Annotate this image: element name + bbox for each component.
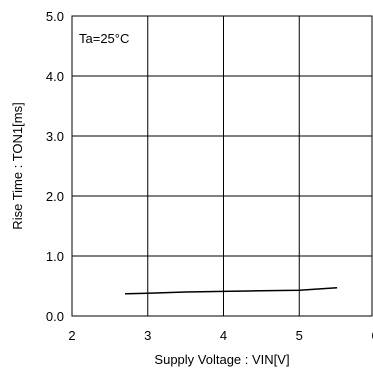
temperature-annotation: Ta=25°C (79, 31, 129, 46)
x-tick-label: 2 (68, 328, 75, 343)
x-axis-label: Supply Voltage : VIN[V] (154, 352, 289, 367)
x-tick-label: 3 (144, 328, 151, 343)
chart-grid (72, 16, 372, 316)
tick-labels: 2 3 4 5 6 0.0 1.0 2.0 3.0 4.0 5.0 (46, 9, 373, 343)
y-tick-label: 2.0 (46, 189, 64, 204)
x-tick-label: 4 (220, 328, 227, 343)
y-tick-label: 3.0 (46, 129, 64, 144)
x-tick-label: 5 (296, 328, 303, 343)
plot-area-frame (71, 15, 373, 317)
y-axis-label: Rise Time : TON1[ms] (10, 102, 25, 229)
series-line-0 (125, 287, 338, 295)
y-tick-label: 0.0 (46, 309, 64, 324)
series-lines (125, 287, 338, 295)
y-tick-label: 4.0 (46, 69, 64, 84)
x-tick-label: 6 (371, 328, 373, 343)
y-tick-label: 5.0 (46, 9, 64, 24)
y-tick-label: 1.0 (46, 249, 64, 264)
